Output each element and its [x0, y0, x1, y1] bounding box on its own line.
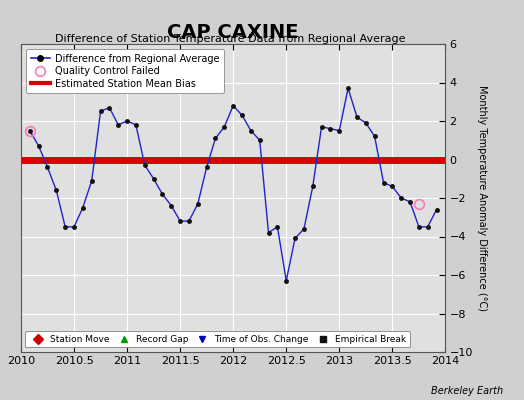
Title: CAP CAXINE: CAP CAXINE [168, 24, 299, 42]
Text: Difference of Station Temperature Data from Regional Average: Difference of Station Temperature Data f… [56, 34, 406, 44]
Legend: Station Move, Record Gap, Time of Obs. Change, Empirical Break: Station Move, Record Gap, Time of Obs. C… [26, 331, 409, 348]
Text: Berkeley Earth: Berkeley Earth [431, 386, 503, 396]
Y-axis label: Monthly Temperature Anomaly Difference (°C): Monthly Temperature Anomaly Difference (… [477, 85, 487, 311]
